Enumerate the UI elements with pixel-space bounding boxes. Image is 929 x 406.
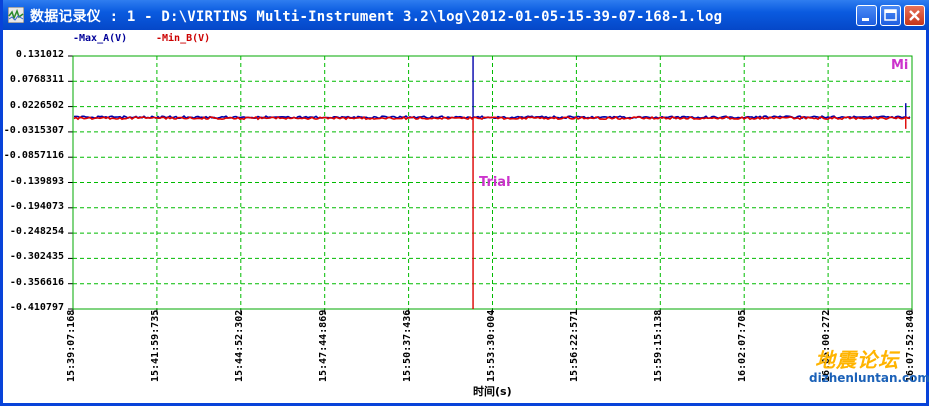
watermark-logo: 地震论坛 <box>815 348 899 372</box>
minimize-button[interactable] <box>856 5 877 26</box>
y-tick-label: -0.139893 <box>9 175 64 187</box>
y-tick-label: 0.131012 <box>15 49 64 60</box>
y-tick-label: -0.410797 <box>9 302 64 313</box>
x-tick-label: 15:59:15:138 <box>653 309 665 382</box>
x-tick-label: 15:50:37:436 <box>401 309 413 382</box>
x-tick-label: 15:53:30:004 <box>485 309 497 382</box>
watermark-url: dizhenluntan.com <box>809 371 929 385</box>
y-tick-label: -0.356616 <box>9 276 64 288</box>
waveform-app-icon <box>8 7 24 23</box>
window-title: 数据记录仪 : 1 - D:\VIRTINS Multi-Instrument … <box>30 9 723 25</box>
y-tick-label: -0.194073 <box>9 200 64 212</box>
x-tick-label: 15:41:59:735 <box>149 309 161 382</box>
x-tick-label: 15:56:22:571 <box>569 309 581 382</box>
minimize-icon <box>862 18 869 21</box>
annotation-trial: Trial <box>479 175 511 190</box>
legend-entry-max-a: -Max_A(V) <box>73 33 128 44</box>
y-tick-label: 0.0768311 <box>9 74 64 86</box>
maximize-icon <box>884 9 897 21</box>
series-min-b-line <box>73 115 911 121</box>
y-tick-label: -0.0315307 <box>3 124 64 136</box>
y-tick-label: -0.248254 <box>9 226 64 238</box>
x-tick-label: 15:44:52:302 <box>233 309 245 382</box>
x-tick-label: 15:47:44:869 <box>317 309 329 382</box>
y-tick-label: -0.302435 <box>9 251 64 263</box>
x-tick-label: 15:39:07:168 <box>66 309 77 382</box>
y-tick-label: -0.0857116 <box>3 150 64 162</box>
annotation-mi: Mi <box>891 58 909 73</box>
x-axis-title: 时间(s) <box>473 385 512 398</box>
plot-frame <box>72 55 913 310</box>
close-button[interactable] <box>904 5 925 26</box>
legend-entry-min-b: -Min_B(V) <box>156 33 211 44</box>
close-icon <box>909 10 920 21</box>
y-tick-label: 0.0226502 <box>9 99 64 111</box>
x-tick-label: 16:02:07:705 <box>737 309 749 382</box>
title-bar[interactable]: 数据记录仪 : 1 - D:\VIRTINS Multi-Instrument … <box>3 0 929 30</box>
maximize-button[interactable] <box>880 5 901 26</box>
